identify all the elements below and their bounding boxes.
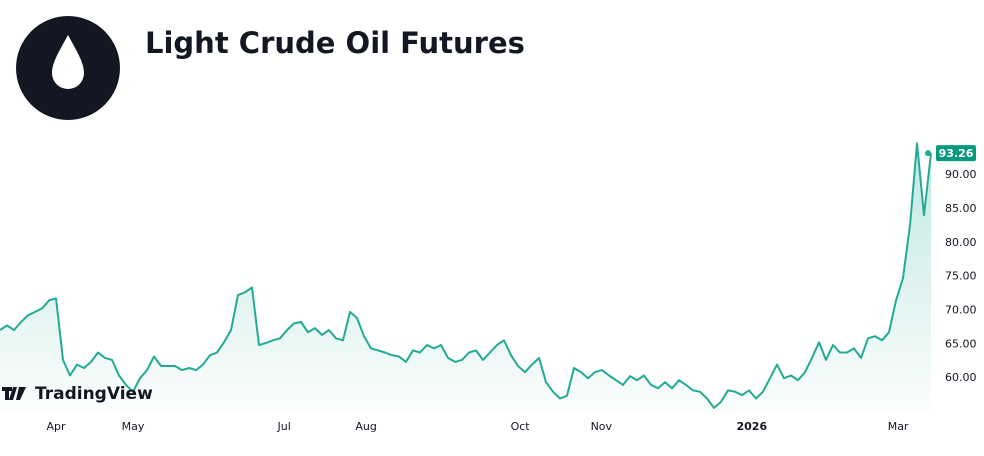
x-tick-label: Nov xyxy=(591,420,613,433)
logo-drop xyxy=(52,35,84,89)
brand-icon xyxy=(2,387,26,400)
chart-title: Light Crude Oil Futures xyxy=(145,26,525,60)
logo xyxy=(16,16,120,120)
price-line xyxy=(0,142,932,409)
y-tick-label: 80.00 xyxy=(945,236,977,249)
x-tick-label: Oct xyxy=(511,420,531,433)
y-tick-label: 90.00 xyxy=(945,168,977,181)
price-tag: 93.26 xyxy=(939,147,974,160)
brand-logo: TradingView xyxy=(2,384,153,404)
plot: 60.00 65.00 70.00 75.00 80.00 85.00 90.00 Apr Ma… xyxy=(0,142,977,433)
x-tick-label: Aug xyxy=(355,420,376,433)
x-tick-label: Mar xyxy=(888,420,909,433)
y-tick-label: 85.00 xyxy=(945,202,977,215)
price-tag-box xyxy=(936,145,976,162)
x-tick-label: May xyxy=(122,420,145,433)
y-tick-label: 65.00 xyxy=(945,337,977,350)
y-tick-label: 60.00 xyxy=(945,371,977,384)
last-point xyxy=(925,150,931,157)
y-tick-label: 70.00 xyxy=(945,304,977,317)
brand-name: TradingView xyxy=(35,384,153,404)
x-tick-label: Apr xyxy=(46,420,66,433)
y-tick-label: 75.00 xyxy=(945,270,977,283)
area xyxy=(0,143,931,412)
x-tick-label: 2026 xyxy=(736,420,767,433)
x-tick-label: Jul xyxy=(277,420,291,433)
